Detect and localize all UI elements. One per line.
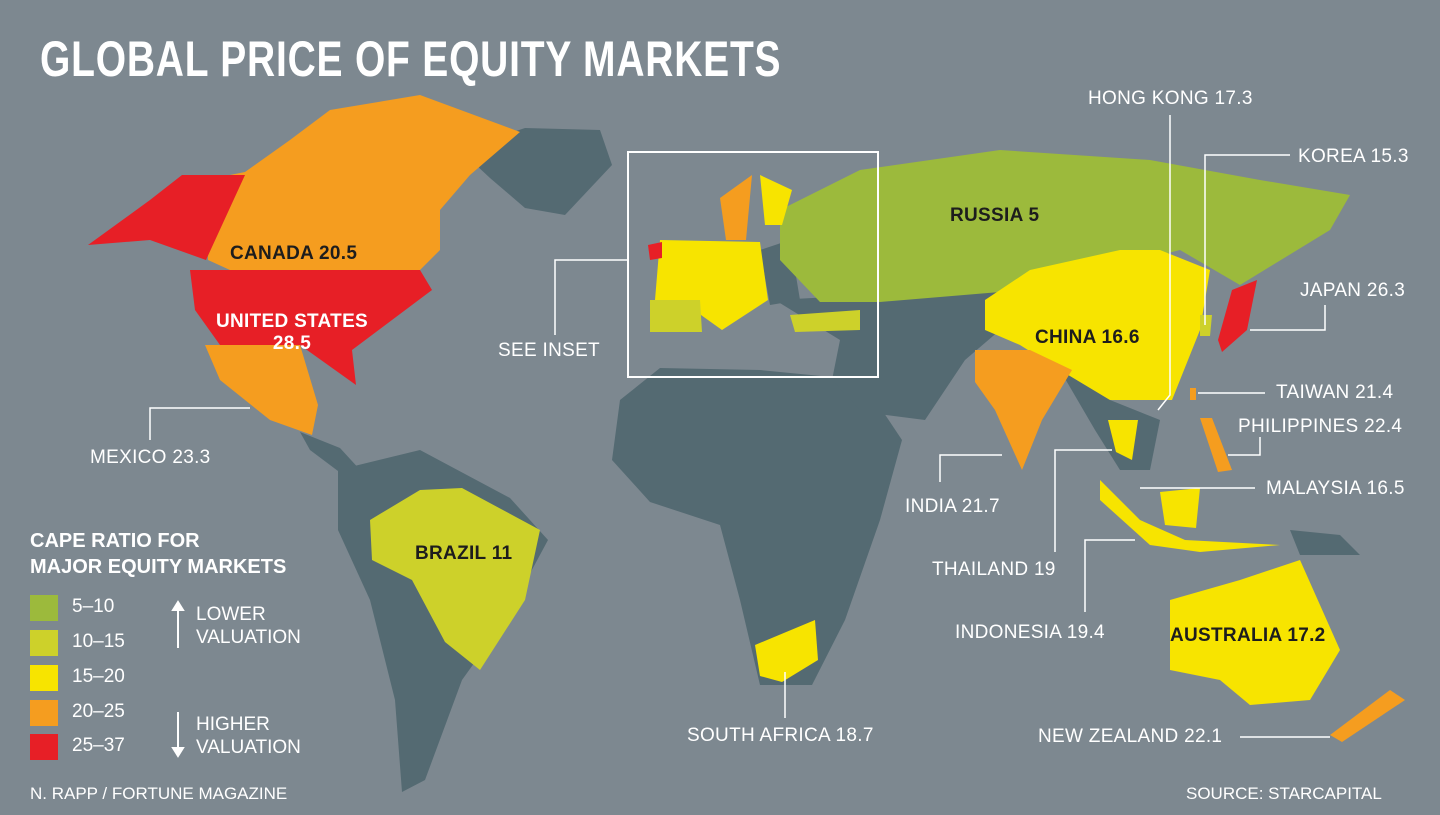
thailand-shape bbox=[1108, 420, 1138, 460]
legend-title: CAPE RATIO FOR MAJOR EQUITY MARKETS bbox=[30, 528, 286, 580]
legend-range: 25–37 bbox=[72, 735, 125, 756]
legend-higher-line1: HIGHER bbox=[196, 714, 270, 735]
page-title: GLOBAL PRICE OF EQUITY MARKETS bbox=[40, 31, 782, 87]
india-shape bbox=[975, 350, 1072, 470]
turkey-shape bbox=[790, 310, 860, 332]
africa bbox=[612, 368, 902, 685]
leader-korea bbox=[1204, 154, 1290, 325]
markets-fills bbox=[88, 95, 1405, 742]
label-korea: KOREA 15.3 bbox=[1298, 146, 1409, 167]
source: SOURCE: STARCAPITAL bbox=[1186, 784, 1382, 803]
label-canada: CANADA 20.5 bbox=[230, 243, 358, 264]
leader-india bbox=[939, 454, 1002, 482]
legend-range: 10–15 bbox=[72, 631, 125, 652]
russia-shape bbox=[780, 150, 1350, 302]
legend-range: 20–25 bbox=[72, 701, 125, 722]
china-shape bbox=[985, 250, 1210, 400]
legend-swatch-10-15 bbox=[30, 630, 58, 656]
label-new-zealand: NEW ZEALAND 22.1 bbox=[1038, 726, 1223, 747]
label-hong-kong: HONG KONG 17.3 bbox=[1088, 88, 1253, 109]
legend-swatch-25-37 bbox=[30, 734, 58, 760]
label-india: INDIA 21.7 bbox=[905, 496, 1000, 517]
label-united-states-name: UNITED STATES bbox=[215, 311, 369, 332]
arrow-down-head-icon bbox=[171, 747, 185, 758]
canada-shape bbox=[205, 95, 520, 290]
legend-title-line1: CAPE RATIO FOR bbox=[30, 530, 200, 552]
leader-mexico bbox=[149, 407, 250, 440]
legend-range: 5–10 bbox=[72, 596, 115, 617]
label-thailand: THAILAND 19 bbox=[932, 559, 1056, 580]
label-united-states: UNITED STATES 28.5 bbox=[212, 311, 372, 355]
label-taiwan: TAIWAN 21.4 bbox=[1276, 382, 1394, 403]
label-china: CHINA 16.6 bbox=[1035, 327, 1140, 348]
us-shape bbox=[190, 270, 432, 385]
credit: N. RAPP / FORTUNE MAGAZINE bbox=[30, 784, 288, 803]
label-brazil: BRAZIL 11 bbox=[415, 543, 513, 564]
label-australia: AUSTRALIA 17.2 bbox=[1170, 625, 1326, 646]
legend-higher-line2: VALUATION bbox=[196, 737, 301, 758]
label-south-africa: SOUTH AFRICA 18.7 bbox=[687, 725, 874, 746]
korea-shape bbox=[1200, 315, 1212, 336]
leader-indonesia bbox=[1084, 539, 1135, 612]
indonesia-shape bbox=[1100, 480, 1280, 552]
label-russia: RUSSIA 5 bbox=[950, 205, 1040, 226]
legend-range: 15–20 bbox=[72, 666, 125, 687]
leader-philippines bbox=[1228, 437, 1261, 456]
legend-higher-valuation: HIGHER VALUATION bbox=[196, 713, 301, 759]
legend-swatch-20-25 bbox=[30, 700, 58, 726]
label-malaysia: MALAYSIA 16.5 bbox=[1266, 478, 1405, 499]
western-europe-shape bbox=[655, 240, 768, 330]
new-zealand-shape bbox=[1330, 690, 1405, 742]
spain-shape bbox=[650, 300, 702, 332]
sweden-shape bbox=[720, 175, 752, 240]
label-japan: JAPAN 26.3 bbox=[1300, 280, 1406, 301]
alaska-shape bbox=[88, 175, 245, 260]
legend-swatch-15-20 bbox=[30, 665, 58, 691]
malaysia-shape bbox=[1160, 488, 1200, 528]
taiwan-shape bbox=[1190, 388, 1196, 400]
central-america bbox=[300, 432, 362, 474]
legend-lower-line2: VALUATION bbox=[196, 627, 301, 648]
label-mexico: MEXICO 23.3 bbox=[90, 447, 211, 468]
leader-see-inset bbox=[554, 259, 628, 335]
mexico-shape bbox=[205, 345, 318, 435]
legend-lower-valuation: LOWER VALUATION bbox=[196, 603, 301, 649]
legend-swatch-5-10 bbox=[30, 595, 58, 621]
japan-shape bbox=[1218, 280, 1257, 352]
south-africa-shape bbox=[755, 620, 818, 682]
label-indonesia: INDONESIA 19.4 bbox=[955, 622, 1105, 643]
arrow-up-head-icon bbox=[171, 600, 185, 611]
ireland-shape bbox=[648, 242, 662, 260]
label-united-states-value: 28.5 bbox=[272, 333, 312, 354]
legend-lower-line1: LOWER bbox=[196, 604, 266, 625]
leader-thailand bbox=[1054, 449, 1112, 552]
leader-japan bbox=[1250, 305, 1326, 331]
europe-inset-box bbox=[627, 151, 879, 378]
label-philippines: PHILIPPINES 22.4 bbox=[1238, 416, 1403, 437]
brazil-shape bbox=[370, 488, 540, 670]
finland-shape bbox=[760, 175, 792, 225]
label-see-inset: SEE INSET bbox=[498, 340, 600, 361]
australia-shape bbox=[1170, 560, 1340, 705]
leader-hong-kong bbox=[1157, 115, 1171, 411]
papua bbox=[1290, 530, 1360, 555]
valuation-arrows bbox=[171, 600, 185, 758]
legend-title-line2: MAJOR EQUITY MARKETS bbox=[30, 556, 287, 578]
philippines-shape bbox=[1200, 418, 1232, 472]
leader-lines bbox=[149, 115, 1330, 738]
